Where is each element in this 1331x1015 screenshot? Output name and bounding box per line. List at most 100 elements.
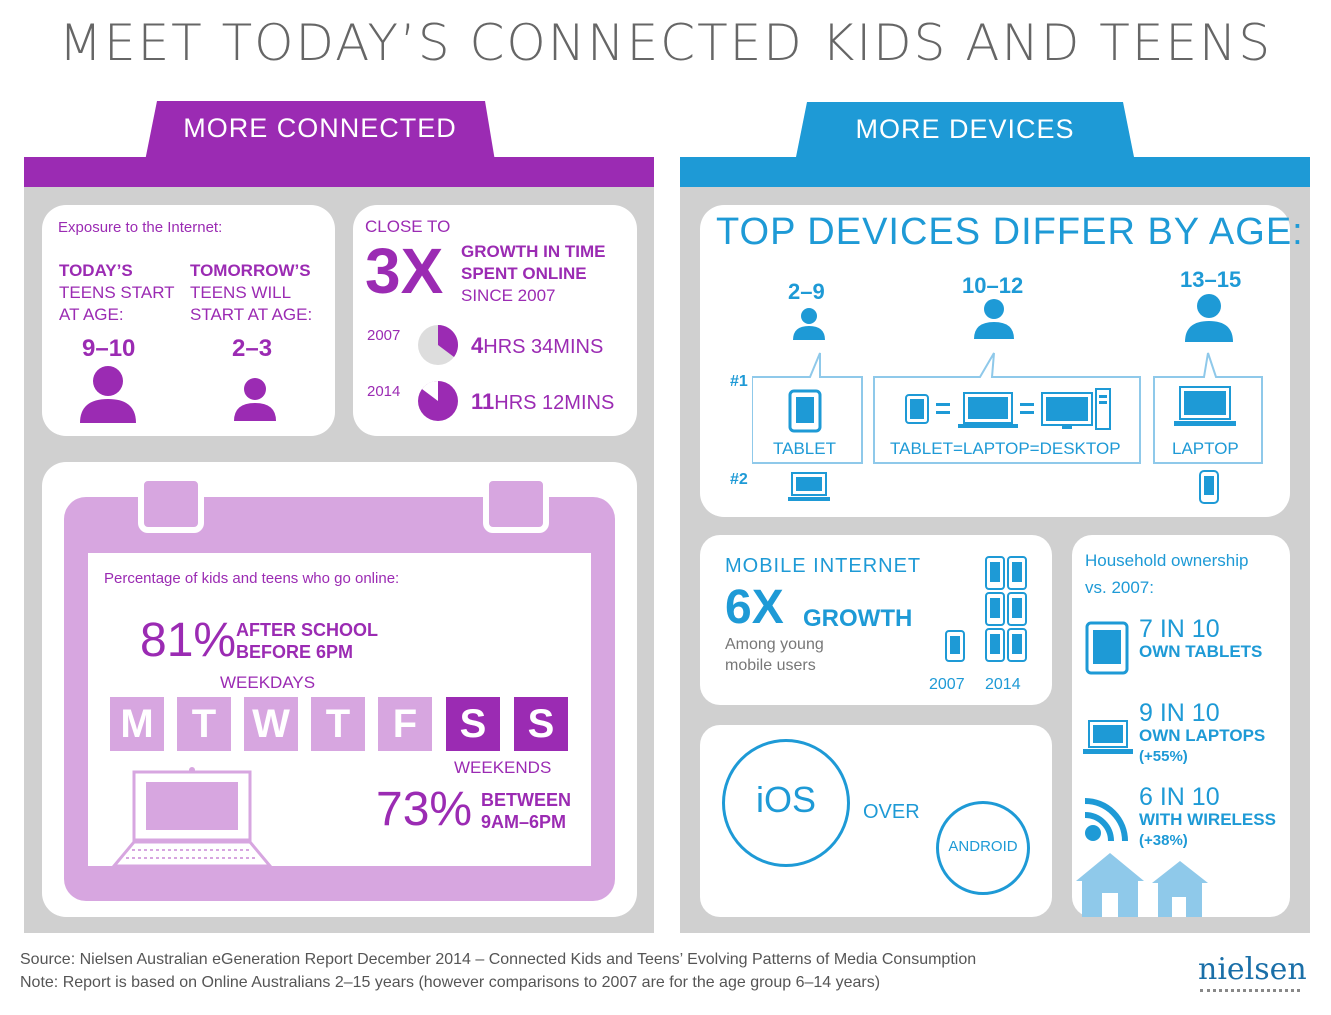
- rank-2-label: #2: [730, 471, 748, 488]
- year-2007-label: 2007: [367, 327, 401, 344]
- mobile-heading: MOBILE INTERNET: [725, 555, 922, 577]
- calendar-ring-right: [483, 475, 549, 533]
- days-row: M T W T F S S: [110, 697, 570, 751]
- rank-2-laptop-icon: [788, 472, 830, 501]
- tab-shape: [145, 101, 495, 161]
- exposure-card: Exposure to the Internet: TODAY’S TEENS …: [42, 205, 335, 436]
- ios-label: iOS: [755, 779, 816, 820]
- footer-note: Note: Report is based on Online Australi…: [20, 974, 881, 991]
- tablets-ratio: 7 IN 10: [1139, 615, 1220, 643]
- top-devices-title: TOP DEVICES DIFFER BY AGE:: [716, 211, 1304, 253]
- footer-source: Source: Nielsen Australian eGeneration R…: [20, 951, 977, 968]
- calendar-ring-left: [138, 475, 204, 533]
- page-title: MEET TODAY’S CONNECTED KIDS AND TEENS: [58, 14, 1273, 72]
- tomorrow-age: 2–3: [232, 335, 273, 362]
- growth-line-1: GROWTH IN TIME: [461, 242, 606, 261]
- device-3-label: LAPTOP: [1172, 439, 1239, 458]
- today-heading: TODAY’S: [59, 261, 133, 280]
- mobile-multiplier: 6X: [725, 581, 784, 634]
- growth-multiplier: 3X: [365, 235, 444, 307]
- day-thursday: T: [311, 697, 365, 751]
- teen-person-icon: [80, 366, 136, 423]
- day-saturday: S: [446, 697, 500, 751]
- more-devices-tab: MORE DEVICES: [795, 102, 1135, 162]
- over-label: OVER: [863, 801, 920, 823]
- today-text-2: AT AGE:: [59, 305, 124, 324]
- tomorrow-text-1: TEENS WILL: [190, 283, 292, 302]
- rank-1-label: #1: [730, 373, 748, 390]
- child-person-icon: [234, 378, 276, 421]
- right-panel-header-bar: [680, 157, 1310, 187]
- household-card: Household ownership vs. 2007: 7 IN 10 OW…: [1072, 535, 1290, 917]
- left-panel-header-bar: [24, 157, 654, 187]
- tablets-own: OWN TABLETS: [1139, 642, 1263, 661]
- age-3-person-icon: [1185, 294, 1233, 342]
- android-circle: [936, 801, 1030, 895]
- pie-2014-icon: [418, 381, 458, 421]
- today-age: 9–10: [82, 335, 136, 362]
- age-group-1: 2–9: [788, 279, 825, 304]
- tab-shape-blue: [795, 102, 1135, 162]
- mobile-internet-card: MOBILE INTERNET 6X GROWTH Among young mo…: [700, 535, 1052, 705]
- tomorrow-text-2: START AT AGE:: [190, 305, 313, 324]
- household-tablet-icon: [1085, 621, 1129, 675]
- day-monday: M: [110, 697, 164, 751]
- day-tuesday: T: [177, 697, 231, 751]
- nielsen-logo: nielsen: [1198, 952, 1307, 987]
- tomorrow-heading: TOMORROW’S: [190, 261, 311, 280]
- tablet-laptop-desktop-icon: [905, 388, 1111, 430]
- wireless-ratio: 6 IN 10: [1139, 783, 1220, 811]
- mobile-year-2007: 2007: [929, 676, 965, 693]
- phones-growth-icon: [945, 556, 1027, 662]
- device-2-label: TABLET=LAPTOP=DESKTOP: [890, 439, 1121, 458]
- ios-android-card: iOS OVER ANDROID: [700, 725, 1052, 917]
- growth-line-2: SPENT ONLINE: [461, 264, 587, 283]
- household-laptop-icon: [1083, 720, 1133, 754]
- tablet-icon: [788, 389, 822, 433]
- device-speech-boxes: [752, 352, 1263, 464]
- laptop-icon: [1174, 386, 1236, 426]
- more-connected-tab: MORE CONNECTED: [145, 101, 495, 161]
- laptop-illustration-icon: [112, 767, 272, 868]
- growth-line-3: SINCE 2007: [461, 286, 556, 305]
- day-friday: F: [378, 697, 432, 751]
- exposure-label: Exposure to the Internet:: [58, 219, 223, 236]
- mobile-year-2014: 2014: [985, 676, 1021, 693]
- rank-2-phone-icon: [1199, 470, 1219, 504]
- wireless-icon: [1084, 798, 1128, 842]
- age-1-person-icon: [793, 308, 825, 340]
- wireless-own: WITH WIRELESS: [1139, 810, 1276, 829]
- time-2007: 4HRS 34MINS: [471, 333, 603, 359]
- mobile-sub-1: Among young: [725, 636, 824, 653]
- household-heading-2: vs. 2007:: [1085, 578, 1154, 597]
- growth-card: CLOSE TO 3X GROWTH IN TIME SPENT ONLINE …: [353, 205, 637, 436]
- day-sunday: S: [514, 697, 568, 751]
- houses-icon: [1076, 853, 1208, 917]
- wireless-change: (+38%): [1139, 832, 1188, 849]
- hours-2014: 11: [471, 389, 495, 414]
- laptops-ratio: 9 IN 10: [1139, 699, 1220, 727]
- hours-unit-2014: HRS 12MINS: [494, 392, 615, 414]
- hours-unit-2007: HRS 34MINS: [483, 336, 604, 358]
- top-devices-card: TOP DEVICES DIFFER BY AGE: 2–9 10–12 13–…: [700, 205, 1303, 517]
- household-heading-1: Household ownership: [1085, 551, 1249, 570]
- mobile-growth-label: GROWTH: [803, 605, 913, 632]
- weekday-line-2: BEFORE 6PM: [236, 642, 354, 662]
- weekend-line-1: BETWEEN: [481, 790, 571, 810]
- hours-2007: 4: [471, 333, 484, 358]
- pie-2007-icon: [418, 325, 458, 365]
- percentage-label: Percentage of kids and teens who go onli…: [104, 570, 400, 587]
- more-connected-label: MORE CONNECTED: [183, 113, 457, 143]
- logo-dots: [1200, 989, 1300, 996]
- laptops-own: OWN LAPTOPS: [1139, 726, 1266, 745]
- weekend-percentage: 73%: [376, 783, 473, 836]
- time-2014: 11HRS 12MINS: [471, 389, 614, 415]
- more-devices-label: MORE DEVICES: [855, 114, 1075, 144]
- age-2-person-icon: [974, 299, 1014, 339]
- weekdays-label: WEEKDAYS: [220, 673, 316, 692]
- weekends-label: WEEKENDS: [454, 758, 552, 777]
- day-wednesday: W: [244, 697, 298, 751]
- weekday-line-1: AFTER SCHOOL: [236, 620, 378, 640]
- today-text-1: TEENS START: [59, 283, 175, 302]
- android-label: ANDROID: [948, 838, 1018, 855]
